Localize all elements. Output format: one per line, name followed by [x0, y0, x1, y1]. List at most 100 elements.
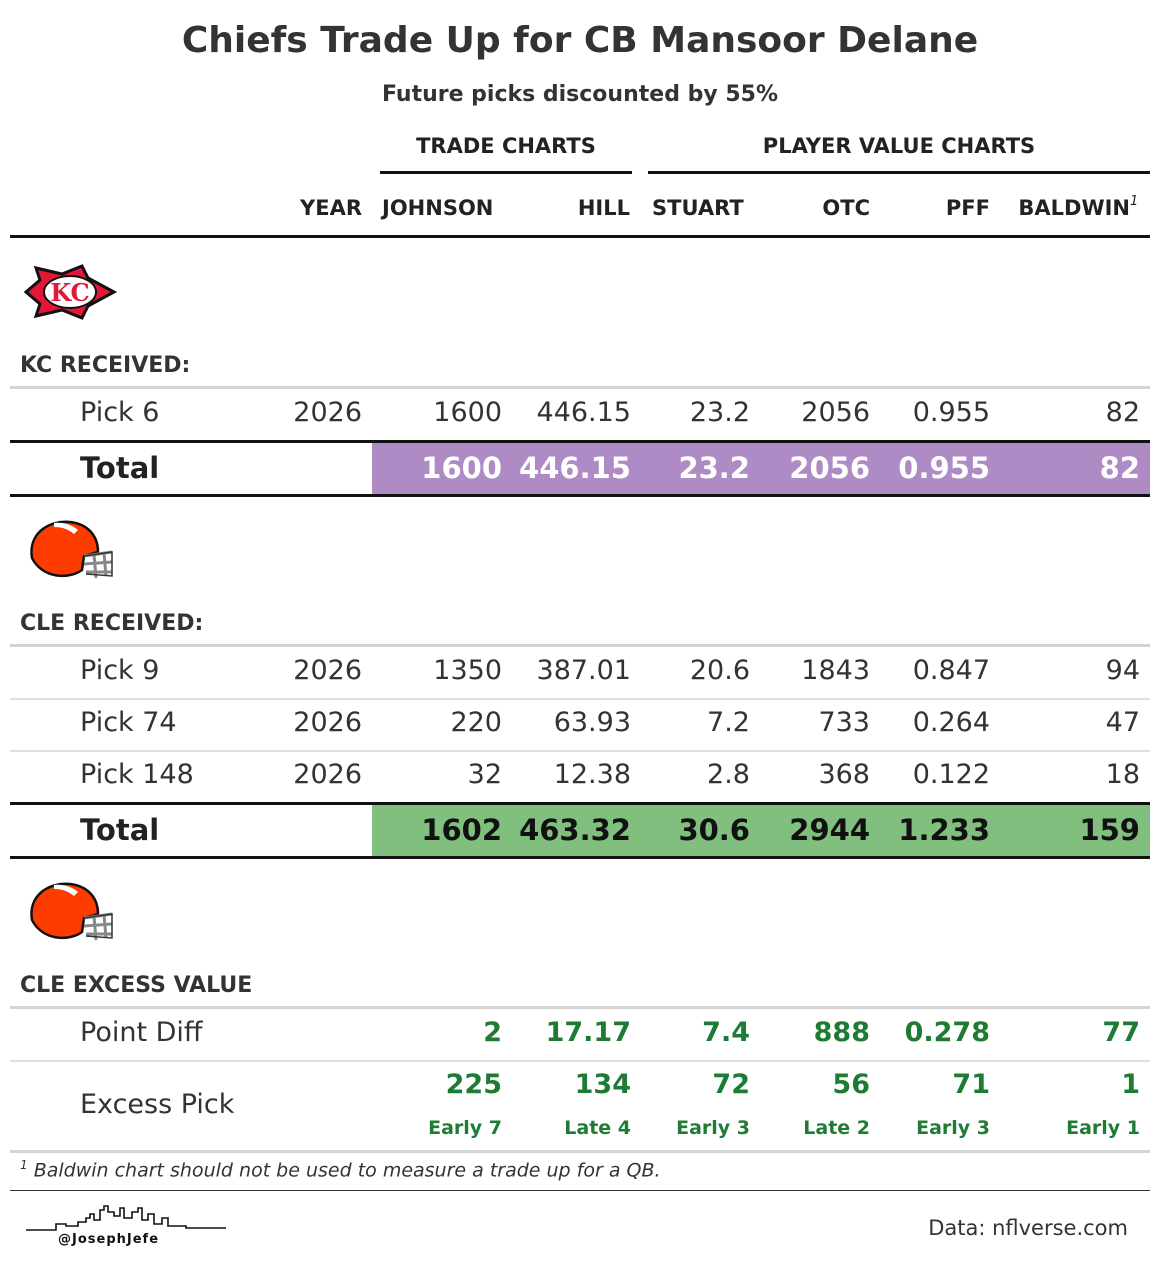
spanner-trade-line: [380, 171, 632, 174]
kc-section-label: KC RECEIVED:: [20, 353, 191, 378]
kc-row-stuart: 23.2: [689, 397, 750, 428]
cle-row-label: Pick 74: [80, 707, 177, 738]
cle-row-hill: 12.38: [553, 759, 631, 790]
point-diff-hill: 17.17: [545, 1017, 631, 1048]
kc-row-year: 2026: [293, 397, 362, 428]
point-diff-otc: 888: [813, 1017, 870, 1048]
kc-total-bottom-rule: [10, 494, 1150, 497]
cle-row-baldwin: 47: [1105, 707, 1140, 738]
kc-row-baldwin: 82: [1105, 397, 1140, 428]
cle-row-label: Pick 148: [80, 759, 194, 790]
kc-row-label: Pick 6: [80, 397, 160, 428]
cle-row-baldwin: 18: [1105, 759, 1140, 790]
col-year: YEAR: [300, 196, 362, 220]
cle-row-otc: 733: [818, 707, 870, 738]
excess-round-baldwin: Early 1: [1066, 1117, 1140, 1139]
cle-total-johnson: 1602: [421, 813, 502, 847]
cle-row-pff: 0.264: [912, 707, 990, 738]
svg-text:KC: KC: [50, 278, 89, 307]
col-stuart: STUART: [652, 196, 744, 220]
col-johnson: JOHNSON: [382, 196, 494, 220]
kc-total-otc: 2056: [789, 451, 870, 485]
browns-helmet-logo: [30, 882, 113, 941]
col-otc: OTC: [822, 196, 870, 220]
point-diff-pff: 0.278: [904, 1017, 990, 1048]
kc-total-band: [372, 443, 1150, 494]
chart-subtitle: Future picks discounted by 55%: [381, 82, 779, 107]
col-baldwin: BALDWIN: [1018, 196, 1130, 220]
data-source: Data: nflverse.com: [928, 1216, 1128, 1240]
footnote: 1 Baldwin chart should not be used to me…: [20, 1158, 661, 1181]
cle-row-otc: 368: [818, 759, 870, 790]
point-diff-stuart: 7.4: [702, 1017, 750, 1048]
excess-round-pff: Early 3: [916, 1117, 990, 1139]
excess-row-divider: [10, 1060, 1150, 1062]
spanner-trade-charts: TRADE CHARTS: [416, 134, 596, 158]
excess-section-label: CLE EXCESS VALUE: [20, 973, 253, 998]
cle-row-baldwin: 94: [1105, 655, 1140, 686]
cle-total-pff: 1.233: [898, 813, 990, 847]
cle-total-bottom-rule: [10, 856, 1150, 859]
kc-total-stuart: 23.2: [678, 451, 750, 485]
cle-row-year: 2026: [293, 759, 362, 790]
excess-pick-hill: 134: [574, 1069, 631, 1100]
cle-row-label: Pick 9: [80, 655, 160, 686]
point-diff-johnson: 2: [483, 1017, 502, 1048]
cle-total-baldwin: 159: [1079, 813, 1140, 847]
point-diff-baldwin: 77: [1102, 1017, 1140, 1048]
kc-total-top-rule: [10, 440, 1150, 443]
cle-row-johnson: 220: [450, 707, 502, 738]
footer-rule: [10, 1190, 1150, 1191]
spanner-player-line: [648, 171, 1150, 174]
excess-pick-baldwin: 1: [1121, 1069, 1140, 1100]
kc-total-label: Total: [80, 451, 160, 485]
cle-total-band: [372, 805, 1150, 856]
cle-row-johnson: 1350: [433, 655, 502, 686]
cle-total-hill: 463.32: [519, 813, 631, 847]
chiefs-arrowhead-logo: KC: [23, 264, 118, 320]
cle-row-year: 2026: [293, 655, 362, 686]
cle-row-divider: [10, 750, 1150, 752]
point-diff-label: Point Diff: [80, 1017, 203, 1048]
cle-total-label: Total: [80, 813, 160, 847]
excess-round-stuart: Early 3: [676, 1117, 750, 1139]
browns-helmet-logo: [30, 520, 113, 579]
kc-total-pff: 0.955: [898, 451, 990, 485]
excess-round-hill: Late 4: [564, 1117, 631, 1139]
excess-pick-pff: 71: [952, 1069, 990, 1100]
kc-total-johnson: 1600: [421, 451, 502, 485]
header-rule: [10, 235, 1150, 238]
cle-row-stuart: 20.6: [689, 655, 750, 686]
cle-section-rule: [10, 644, 1150, 647]
excess-pick-stuart: 72: [712, 1069, 750, 1100]
kc-row-johnson: 1600: [433, 397, 502, 428]
kc-row-hill: 446.15: [536, 397, 631, 428]
skyline-logo-icon: [26, 1205, 226, 1231]
cle-total-otc: 2944: [789, 813, 870, 847]
kc-total-baldwin: 82: [1099, 451, 1140, 485]
col-baldwin-footnote-mark: 1: [1130, 194, 1139, 209]
excess-pick-label: Excess Pick: [80, 1089, 235, 1120]
cle-row-johnson: 32: [467, 759, 502, 790]
cle-row-stuart: 7.2: [707, 707, 750, 738]
kc-total-hill: 446.15: [519, 451, 631, 485]
cle-row-year: 2026: [293, 707, 362, 738]
col-pff: PFF: [945, 196, 990, 220]
cle-row-hill: 387.01: [536, 655, 631, 686]
kc-section-rule: [10, 386, 1150, 389]
chart-title: Chiefs Trade Up for CB Mansoor Delane: [181, 20, 979, 61]
spanner-player-value-charts: PLAYER VALUE CHARTS: [762, 134, 1036, 158]
cle-row-pff: 0.122: [912, 759, 990, 790]
kc-row-otc: 2056: [801, 397, 870, 428]
cle-row-stuart: 2.8: [707, 759, 750, 790]
cle-total-top-rule: [10, 802, 1150, 805]
footnote-mark: 1: [20, 1158, 28, 1172]
cle-total-stuart: 30.6: [678, 813, 750, 847]
footnote-text: Baldwin chart should not be used to meas…: [33, 1159, 661, 1182]
col-hill: HILL: [577, 196, 630, 220]
cle-section-label: CLE RECEIVED:: [20, 611, 204, 636]
cle-row-divider: [10, 698, 1150, 700]
excess-round-otc: Late 2: [803, 1117, 870, 1139]
cle-row-hill: 63.93: [553, 707, 631, 738]
excess-pick-otc: 56: [832, 1069, 870, 1100]
